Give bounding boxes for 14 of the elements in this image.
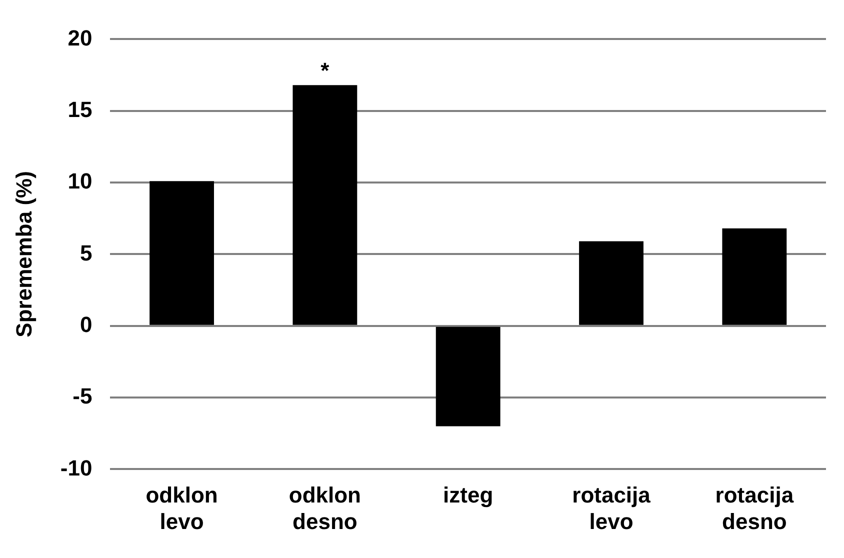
y-tick-label: 5 — [80, 240, 92, 266]
y-axis-title: Sprememba (%) — [11, 171, 36, 338]
x-tick-label: izteg — [443, 482, 494, 508]
y-tick-label: 15 — [68, 96, 92, 122]
y-tick-label: -5 — [72, 384, 92, 409]
x-tick-label: rotacija levo — [572, 482, 652, 534]
x-tick-label: odklon desno — [288, 482, 361, 534]
y-tick-label: 10 — [68, 168, 92, 194]
x-tick-label: rotacija desno — [715, 482, 794, 534]
annotation: * — [320, 58, 330, 84]
y-tick-label: 0 — [80, 312, 92, 337]
y-tick-label: 20 — [68, 25, 92, 50]
y-tick-label: -10 — [60, 455, 92, 480]
x-tick-label: odklon levo — [146, 482, 218, 534]
